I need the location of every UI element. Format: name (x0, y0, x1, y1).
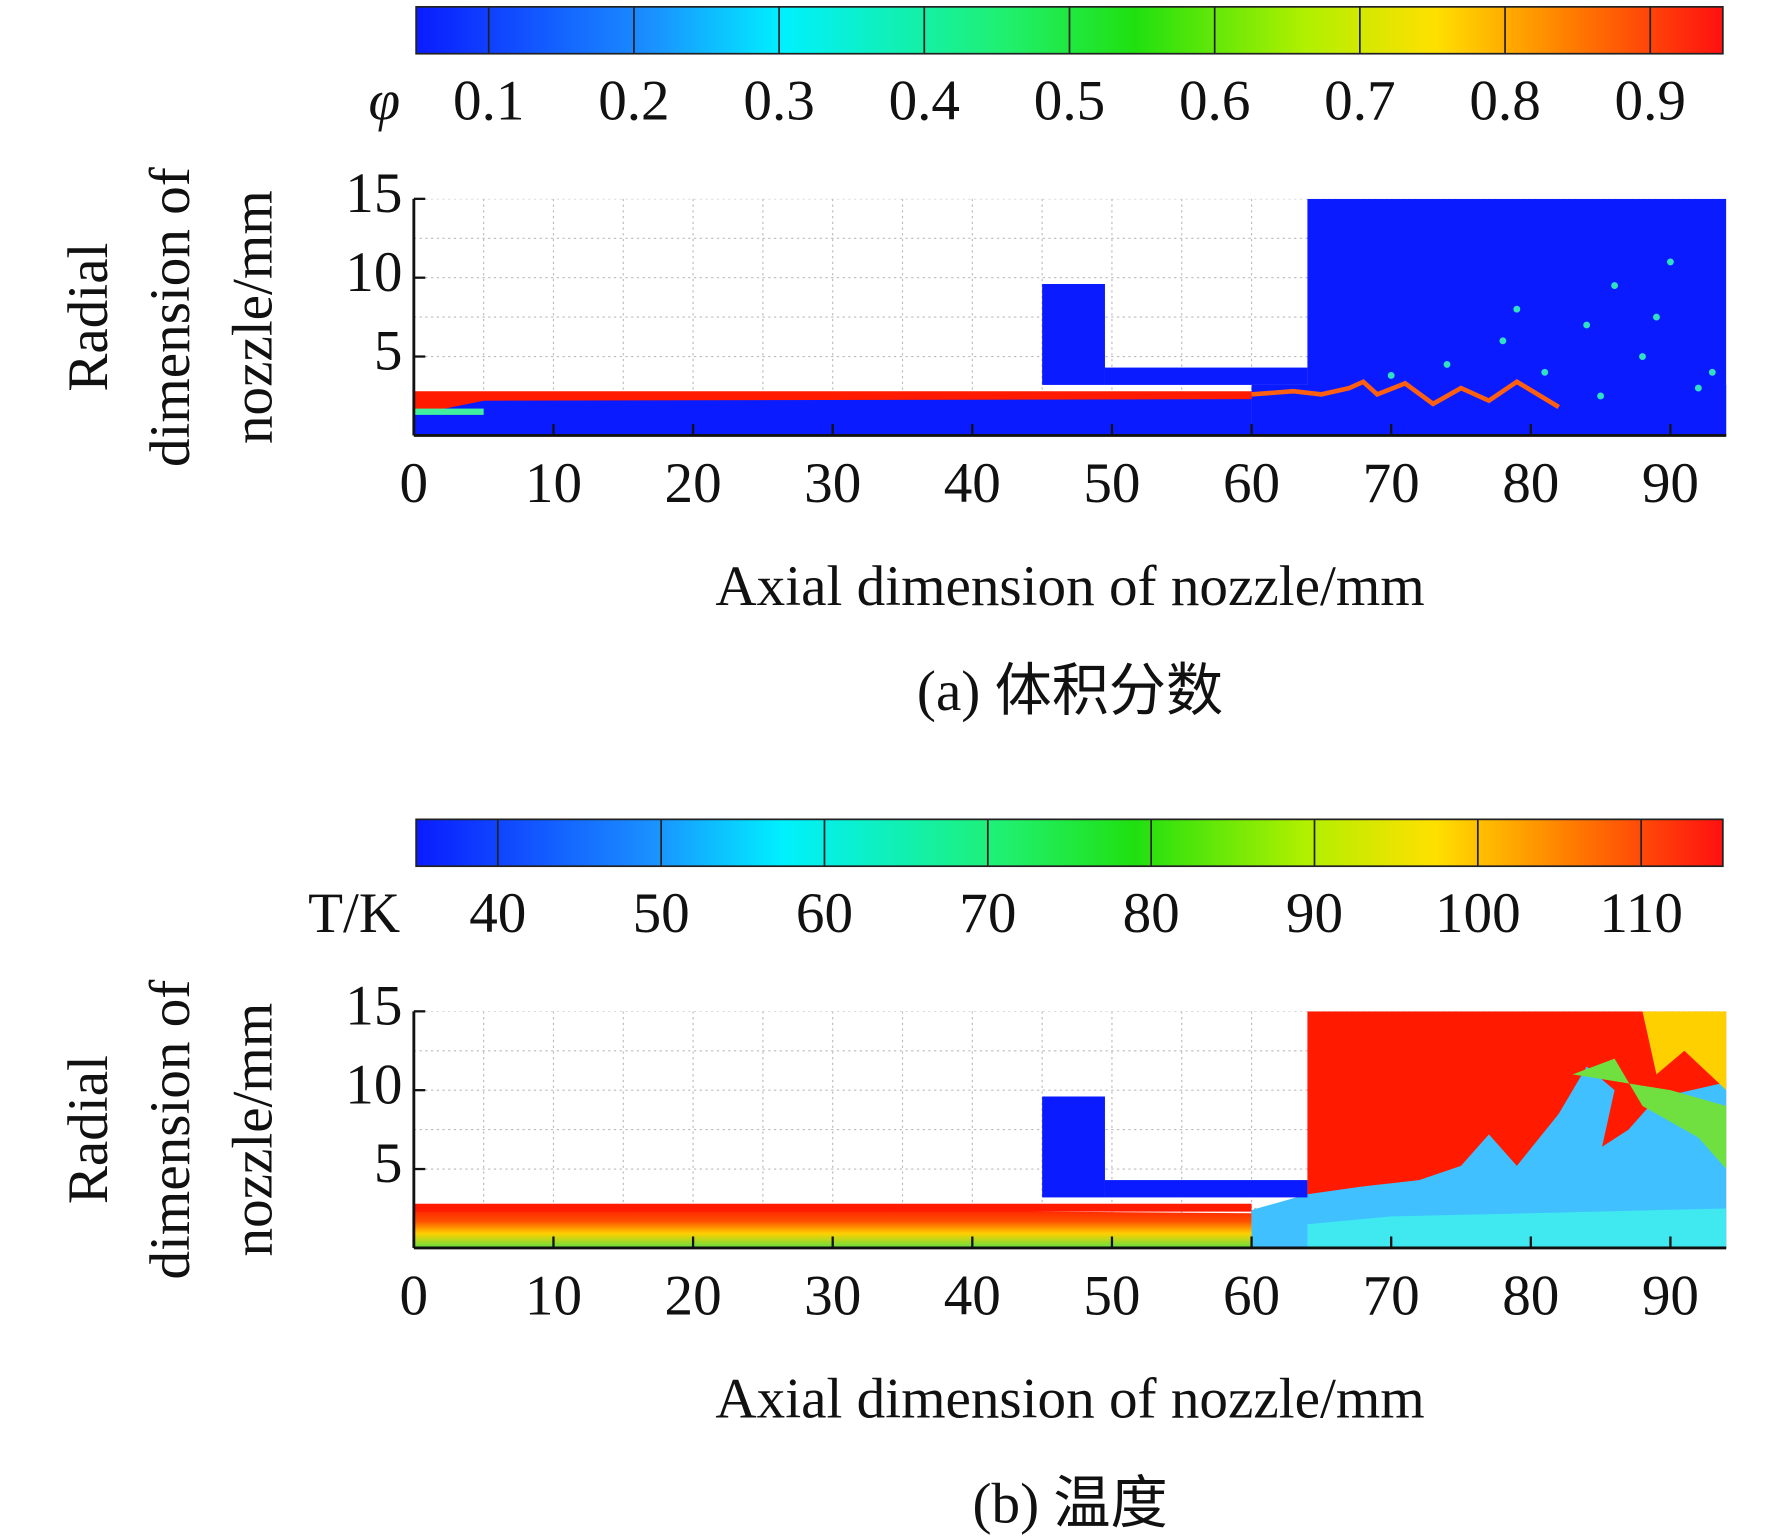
colorbar-label: φ (369, 69, 401, 132)
x-tick-label: 60 (1223, 452, 1280, 515)
colorbar-tick-label: 50 (633, 882, 690, 945)
jet (413, 1203, 1252, 1212)
colorbar-tick-label: 0.4 (889, 69, 960, 132)
y-tick-label: 15 (345, 162, 402, 225)
x-tick-label: 40 (944, 452, 1001, 515)
droplet (1443, 360, 1451, 368)
x-tick-label: 20 (665, 452, 722, 515)
x-tick-label: 40 (944, 1265, 1001, 1328)
colorbar-tick-label: 80 (1123, 882, 1180, 945)
x-tick-label: 60 (1223, 1265, 1280, 1328)
colorbar-tick-label: 110 (1599, 882, 1683, 945)
field-blue (1307, 198, 1727, 436)
x-tick-label: 30 (804, 452, 861, 515)
y-tick-label: 15 (345, 974, 402, 1037)
y-axis-label: Radial (57, 1055, 120, 1204)
x-tick-label: 0 (400, 1265, 429, 1328)
wall (1104, 1180, 1308, 1198)
droplet (1694, 384, 1702, 392)
x-tick-label: 80 (1502, 1265, 1559, 1328)
droplet (1611, 282, 1619, 290)
mixing (1251, 1066, 1727, 1248)
x-tick-label: 70 (1363, 452, 1420, 515)
colorbar-tick-label: 0.1 (453, 69, 524, 132)
droplet (1513, 305, 1521, 313)
y-axis-label: Radial (57, 243, 120, 392)
droplet (1597, 392, 1605, 400)
y-axis-label: nozzle/mm (221, 190, 284, 444)
wall (1042, 283, 1105, 385)
field (413, 1011, 1727, 1248)
droplet (1639, 353, 1646, 360)
x-axis-label: Axial dimension of nozzle/mm (715, 1368, 1424, 1431)
field (413, 198, 1727, 436)
colorbar-tick-label: 100 (1435, 882, 1521, 945)
x-tick-label: 0 (400, 452, 429, 515)
x-tick-label: 90 (1642, 1265, 1699, 1328)
colorbar-tick-label: 0.7 (1324, 69, 1395, 132)
x-tick-label: 10 (525, 1265, 582, 1328)
x-tick-label: 50 (1083, 1265, 1140, 1328)
droplet (1583, 321, 1591, 329)
jet (413, 391, 1252, 415)
x-tick-label: 80 (1502, 452, 1559, 515)
jet-break (1251, 379, 1560, 409)
colorbar-tick-label: 0.6 (1179, 69, 1250, 132)
x-tick-label: 10 (525, 452, 582, 515)
y-tick-label: 10 (345, 1053, 402, 1116)
y-axis-label: dimension of (139, 979, 202, 1280)
colorbar-tick-label: 0.3 (743, 69, 814, 132)
colorbar-tick-label: 90 (1286, 882, 1343, 945)
colorbar-label: T/K (308, 882, 400, 945)
x-tick-label: 20 (665, 1265, 722, 1328)
colorbar-tick-label: 0.2 (598, 69, 669, 132)
core (413, 1206, 1252, 1248)
colorbar (415, 818, 1724, 868)
y-axis-label: dimension of (139, 166, 202, 467)
y-tick-label: 10 (345, 241, 402, 304)
droplet (1666, 258, 1674, 266)
colorbar-tick-label: 40 (469, 882, 526, 945)
colorbar-tick-label: 60 (796, 882, 853, 945)
wall (1104, 367, 1308, 385)
droplet (1387, 372, 1395, 379)
panel-title: (a) 体积分数 (917, 660, 1223, 723)
x-tick-label: 30 (804, 1265, 861, 1328)
x-axis-label: Axial dimension of nozzle/mm (715, 555, 1424, 618)
y-axis-label: nozzle/mm (221, 1003, 284, 1257)
mixing-low (1307, 1208, 1727, 1248)
droplet (1541, 368, 1549, 376)
wall (1042, 1096, 1105, 1198)
x-tick-label: 70 (1363, 1265, 1420, 1328)
colorbar-tick-label: 0.5 (1034, 69, 1105, 132)
y-tick-label: 5 (374, 320, 403, 383)
droplet (1653, 313, 1660, 321)
mixing-green (1572, 1058, 1727, 1170)
droplet (1499, 337, 1507, 345)
jet-edge (413, 408, 484, 415)
droplet (1708, 368, 1716, 376)
y-tick-label: 5 (374, 1132, 403, 1195)
colorbar-tick-label: 70 (959, 882, 1016, 945)
x-tick-label: 50 (1083, 452, 1140, 515)
colorbar-tick-label: 0.9 (1615, 69, 1686, 132)
colorbar-tick-label: 0.8 (1469, 69, 1540, 132)
x-tick-label: 90 (1642, 452, 1699, 515)
panel-title: (b) 温度 (972, 1473, 1167, 1536)
